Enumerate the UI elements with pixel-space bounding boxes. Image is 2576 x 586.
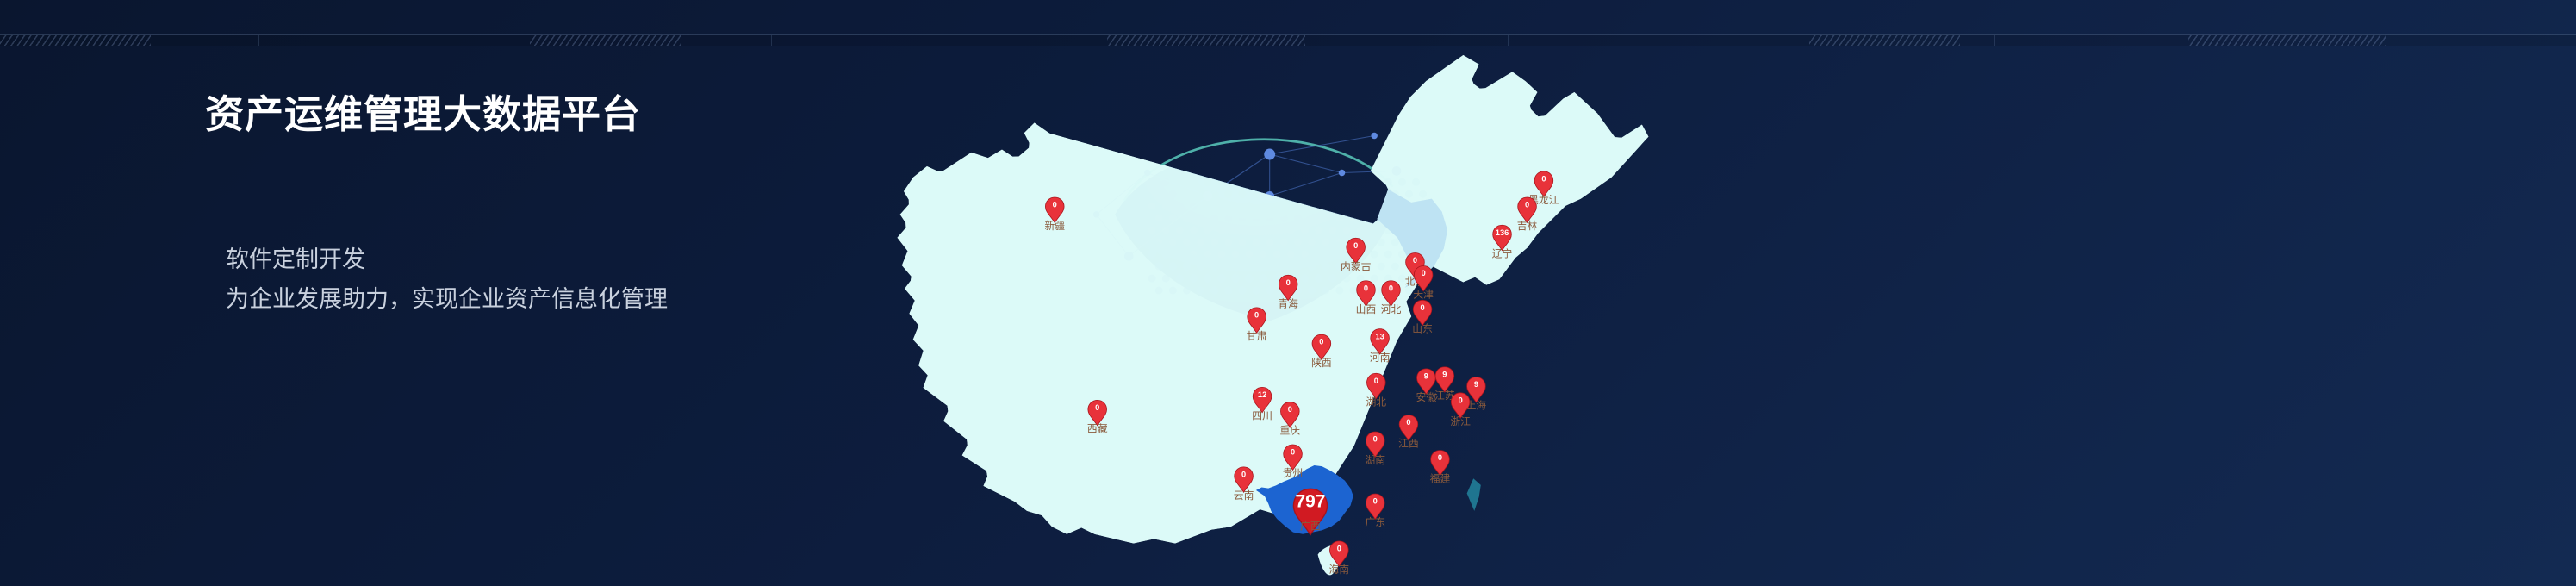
svg-text:0: 0 (1254, 311, 1259, 320)
svg-text:浙江: 浙江 (1450, 415, 1471, 427)
svg-text:0: 0 (1413, 256, 1417, 265)
svg-text:13: 13 (1375, 332, 1384, 340)
svg-text:9: 9 (1474, 380, 1478, 389)
svg-text:0: 0 (1541, 174, 1546, 183)
svg-text:0: 0 (1053, 201, 1057, 209)
svg-text:0: 0 (1353, 241, 1358, 250)
svg-text:0: 0 (1095, 403, 1099, 412)
svg-text:12: 12 (1258, 390, 1266, 399)
svg-text:0: 0 (1422, 269, 1426, 277)
svg-text:山西: 山西 (1356, 303, 1377, 315)
svg-text:0: 0 (1291, 448, 1295, 457)
svg-text:0: 0 (1241, 470, 1246, 478)
svg-text:0: 0 (1288, 405, 1292, 414)
svg-text:0: 0 (1420, 303, 1424, 312)
svg-text:0: 0 (1286, 278, 1291, 287)
svg-text:山东: 山东 (1412, 322, 1433, 334)
svg-text:广东: 广东 (1365, 516, 1385, 528)
svg-text:9: 9 (1424, 371, 1428, 380)
svg-text:云南: 云南 (1234, 489, 1254, 502)
svg-text:河南: 河南 (1370, 352, 1391, 364)
svg-text:0: 0 (1319, 338, 1323, 346)
svg-text:吉林: 吉林 (1517, 220, 1538, 232)
svg-text:9: 9 (1442, 370, 1447, 378)
svg-text:四川: 四川 (1252, 409, 1272, 421)
svg-text:136: 136 (1496, 228, 1509, 237)
svg-text:0: 0 (1389, 284, 1393, 292)
svg-text:0: 0 (1406, 418, 1410, 427)
svg-text:0: 0 (1459, 396, 1463, 404)
svg-text:贵州: 贵州 (1283, 467, 1304, 479)
svg-text:青海: 青海 (1278, 297, 1298, 309)
svg-text:湖北: 湖北 (1366, 396, 1386, 408)
svg-text:江西: 江西 (1398, 438, 1419, 450)
svg-text:福建: 福建 (1430, 473, 1451, 485)
svg-text:0: 0 (1373, 497, 1378, 506)
svg-text:陕西: 陕西 (1311, 357, 1332, 369)
svg-text:安徽: 安徽 (1416, 391, 1437, 403)
svg-text:0: 0 (1337, 544, 1341, 552)
svg-text:新疆: 新疆 (1044, 220, 1065, 232)
svg-text:湖南: 湖南 (1365, 454, 1385, 466)
svg-text:河北: 河北 (1381, 303, 1402, 315)
svg-text:辽宁: 辽宁 (1492, 247, 1513, 259)
svg-text:重庆: 重庆 (1280, 425, 1301, 437)
svg-text:0: 0 (1525, 201, 1529, 209)
svg-text:内蒙古: 内蒙古 (1341, 260, 1372, 272)
svg-text:0: 0 (1438, 453, 1442, 462)
svg-text:0: 0 (1373, 435, 1378, 444)
svg-text:海南: 海南 (1328, 564, 1349, 576)
svg-text:天津: 天津 (1413, 289, 1434, 301)
svg-text:0: 0 (1364, 284, 1368, 292)
svg-text:0: 0 (1374, 377, 1378, 385)
svg-text:甘肃: 甘肃 (1247, 330, 1267, 342)
svg-text:西藏: 西藏 (1087, 423, 1108, 435)
svg-text:797: 797 (1295, 491, 1325, 511)
svg-text:广西: 广西 (1300, 520, 1321, 532)
